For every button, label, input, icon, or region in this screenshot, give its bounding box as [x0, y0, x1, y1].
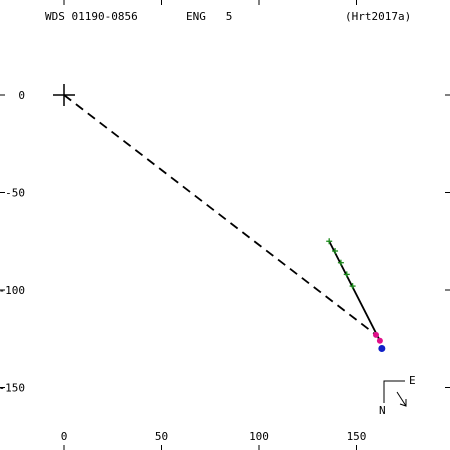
magenta-point-0 [373, 331, 379, 338]
compass-arrow-head [399, 399, 407, 407]
green-point-3 [343, 271, 350, 278]
green-observations [326, 238, 356, 290]
x-tick-label-3: 150 [347, 430, 367, 443]
x-tick-labels: 0 50 100 150 [61, 430, 367, 443]
y-tick-label-0: 0 [18, 89, 25, 102]
blue-observation-point [378, 345, 386, 352]
wds-label: WDS 01190-0856 [45, 10, 138, 23]
green-point-2 [337, 259, 344, 266]
compass: E N [379, 374, 416, 417]
magenta-point-1 [376, 337, 383, 344]
y-tick-label-3: -150 [0, 382, 25, 395]
compass-axes [383, 380, 405, 403]
primary-to-companion-dashed-line [63, 94, 377, 336]
reference-label: (Hrt2017a) [345, 10, 411, 23]
star-name-label: ENG 5 [186, 10, 232, 23]
motion-trend-line [328, 240, 381, 342]
compass-east-label: E [409, 374, 416, 387]
y-tick-label-1: -50 [5, 187, 25, 200]
x-tick-label-1: 50 [155, 430, 168, 443]
compass-north-label: N [379, 404, 386, 417]
x-tick-label-2: 100 [249, 430, 269, 443]
magenta-observations [373, 331, 383, 344]
green-point-4 [349, 283, 356, 290]
compass-arrow-shaft [396, 391, 407, 407]
green-point-0 [326, 238, 333, 245]
primary-star-marker [53, 84, 75, 106]
x-tick-label-0: 0 [61, 430, 68, 443]
green-point-1 [332, 248, 339, 254]
y-tick-label-2: -100 [0, 284, 25, 297]
y-tick-labels: 0 -50 -100 -150 [0, 89, 25, 395]
